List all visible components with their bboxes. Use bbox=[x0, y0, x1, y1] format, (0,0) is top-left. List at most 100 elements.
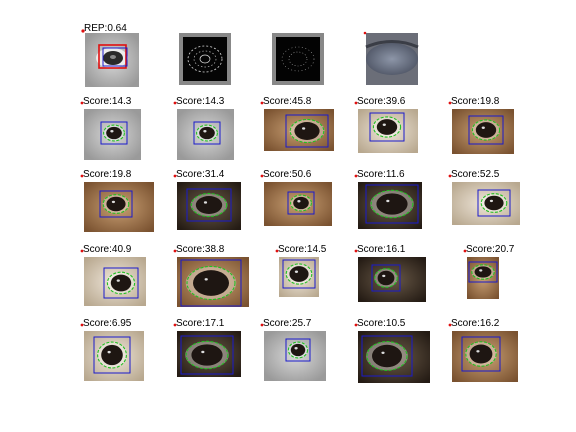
contour-outline bbox=[287, 341, 309, 359]
detection-box bbox=[186, 188, 232, 222]
result-cell: Score:40.9 bbox=[80, 244, 146, 306]
highlight-shape bbox=[489, 199, 494, 203]
detection-box bbox=[180, 335, 234, 375]
result-cell: Score:19.8 bbox=[80, 169, 154, 232]
result-marker bbox=[260, 174, 264, 178]
highlight-shape bbox=[203, 130, 207, 133]
contour-outline bbox=[471, 119, 501, 141]
iris-shape bbox=[290, 343, 306, 357]
iris-shape bbox=[293, 196, 309, 210]
contour-outline bbox=[186, 265, 236, 301]
highlight-shape bbox=[382, 274, 386, 278]
contour-outline bbox=[106, 271, 136, 295]
result-cell: Score:39.6 bbox=[354, 96, 418, 153]
score-label: Score:6.95 bbox=[83, 318, 132, 329]
highlight-shape bbox=[111, 200, 116, 204]
reference-marker bbox=[81, 29, 85, 33]
result-marker bbox=[463, 249, 467, 253]
contour-outline bbox=[102, 194, 130, 214]
iris-shape bbox=[191, 344, 223, 366]
detection-box bbox=[180, 259, 242, 307]
highlight-shape bbox=[479, 269, 483, 272]
contour-outline bbox=[289, 118, 325, 144]
result-marker bbox=[260, 323, 264, 327]
highlight-shape bbox=[294, 270, 299, 273]
contour-outline bbox=[285, 263, 313, 285]
result-marker bbox=[80, 174, 84, 178]
iris-shape bbox=[372, 344, 402, 368]
score-label: Score:20.7 bbox=[466, 244, 515, 255]
contour-outline bbox=[185, 340, 229, 370]
score-label: Score:14.3 bbox=[176, 96, 225, 107]
result-marker bbox=[448, 101, 452, 105]
score-label: Score:14.3 bbox=[83, 96, 132, 107]
score-label: Score:38.8 bbox=[176, 244, 225, 255]
result-cell: Score:16.1 bbox=[354, 244, 426, 302]
highlight-shape bbox=[110, 130, 114, 133]
score-label: Score:45.8 bbox=[263, 96, 312, 107]
result-marker bbox=[173, 323, 177, 327]
highlight-shape bbox=[201, 350, 205, 354]
iris-shape bbox=[110, 274, 132, 292]
grayscale-eye-panel bbox=[363, 31, 419, 85]
reference-row: REP:0.64 bbox=[81, 23, 419, 87]
eye-thumbnail bbox=[467, 257, 499, 299]
score-label: Score:16.2 bbox=[451, 318, 500, 329]
iris-shape bbox=[474, 266, 492, 278]
score-label: Score:50.6 bbox=[263, 169, 312, 180]
highlight-shape bbox=[297, 200, 301, 203]
contour-outline bbox=[290, 194, 312, 212]
detection-box bbox=[361, 335, 413, 377]
iris-shape bbox=[469, 344, 493, 364]
result-marker bbox=[173, 174, 177, 178]
highlight-shape bbox=[476, 350, 480, 353]
result-marker bbox=[448, 323, 452, 327]
result-cell: Score:52.5 bbox=[448, 169, 520, 225]
result-marker bbox=[354, 101, 358, 105]
iris-shape bbox=[199, 126, 215, 140]
iris-shape bbox=[376, 193, 408, 215]
contour-outline bbox=[372, 116, 402, 138]
detection-box bbox=[285, 338, 311, 362]
contour-outline bbox=[190, 192, 228, 218]
contour-outline bbox=[370, 189, 414, 219]
result-cell: Score:11.6 bbox=[354, 169, 422, 229]
iris-shape bbox=[376, 119, 398, 135]
result-cell: Score:19.8 bbox=[448, 96, 514, 154]
reference-eye-panel bbox=[85, 33, 139, 87]
result-marker bbox=[275, 249, 279, 253]
result-cell: Score:50.6 bbox=[260, 169, 332, 226]
detection-box bbox=[371, 264, 401, 292]
gradient-map-2-panel bbox=[272, 33, 324, 85]
result-marker bbox=[80, 249, 84, 253]
result-marker bbox=[354, 249, 358, 253]
highlight-shape bbox=[381, 351, 385, 354]
iris-shape bbox=[101, 344, 123, 366]
result-cell: Score:6.95 bbox=[80, 318, 144, 381]
score-label: Score:19.8 bbox=[451, 96, 500, 107]
result-marker bbox=[80, 323, 84, 327]
score-label: Score:39.6 bbox=[357, 96, 406, 107]
contour-outline bbox=[471, 264, 495, 280]
highlight-shape bbox=[294, 347, 298, 350]
result-cell: Score:31.4 bbox=[173, 169, 241, 230]
score-label: Score:25.7 bbox=[263, 318, 312, 329]
detection-box bbox=[99, 190, 133, 218]
score-label: Score:11.6 bbox=[357, 169, 405, 180]
score-label: Score:40.9 bbox=[83, 244, 132, 255]
highlight-shape bbox=[481, 126, 485, 129]
detection-box bbox=[285, 114, 329, 148]
highlight-shape bbox=[204, 278, 208, 281]
highlight-shape bbox=[203, 201, 208, 204]
score-label: Score:52.5 bbox=[451, 169, 500, 180]
results-grid: Score:14.3 Score:14.3 Score:45.8 Score:39.6… bbox=[80, 96, 520, 383]
result-marker bbox=[260, 101, 264, 105]
iris-shape bbox=[377, 270, 395, 286]
result-cell: Score:25.7 bbox=[260, 318, 326, 381]
result-cell: Score:20.7 bbox=[463, 244, 515, 299]
detection-box bbox=[468, 261, 498, 283]
result-cell: Score:17.1 bbox=[173, 318, 241, 377]
result-cell: Score:45.8 bbox=[260, 96, 334, 151]
detection-box bbox=[365, 184, 419, 224]
result-cell: Score:14.5 bbox=[275, 244, 327, 297]
